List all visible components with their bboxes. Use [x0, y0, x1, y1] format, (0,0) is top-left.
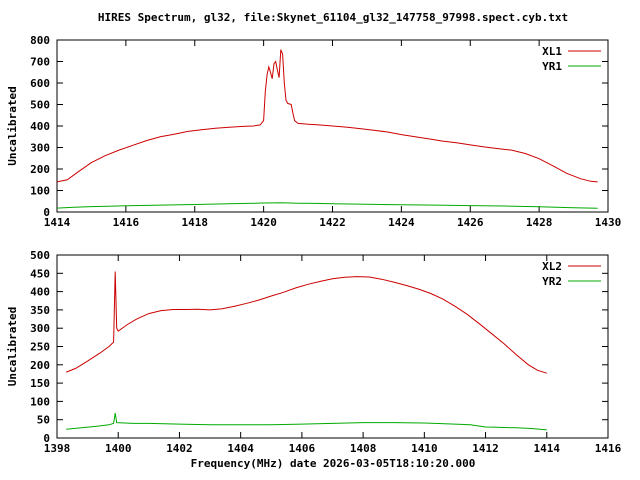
y-tick-label: 300	[30, 322, 50, 335]
x-tick-label: 1416	[113, 216, 140, 229]
y-tick-label: 300	[30, 142, 50, 155]
y-tick-label: 150	[30, 377, 50, 390]
x-tick-label: 1410	[411, 442, 438, 455]
y-tick-label: 200	[30, 359, 50, 372]
x-tick-label: 1426	[457, 216, 484, 229]
y-tick-label: 0	[43, 206, 50, 219]
y-tick-label: 100	[30, 185, 50, 198]
x-tick-label: 1416	[595, 442, 622, 455]
y-tick-label: 450	[30, 267, 50, 280]
x-tick-label: 1420	[250, 216, 277, 229]
y-tick-label: 100	[30, 395, 50, 408]
y-tick-label: 500	[30, 249, 50, 262]
legend-label-YR2: YR2	[542, 275, 562, 288]
series-line-YR1	[56, 202, 598, 209]
y-tick-label: 350	[30, 304, 50, 317]
x-tick-label: 1400	[105, 442, 132, 455]
x-tick-label: 1424	[388, 216, 415, 229]
legend-label-XL1: XL1	[542, 45, 562, 58]
y-tick-label: 700	[30, 56, 50, 69]
y-axis-label: Uncalibrated	[6, 86, 19, 165]
y-tick-label: 400	[30, 120, 50, 133]
y-tick-label: 50	[37, 414, 50, 427]
y-axis-label: Uncalibrated	[6, 307, 19, 386]
y-tick-label: 500	[30, 99, 50, 112]
y-tick-label: 600	[30, 77, 50, 90]
x-tick-label: 1414	[534, 442, 561, 455]
x-tick-label: 1404	[227, 442, 254, 455]
x-tick-label: 1412	[472, 442, 499, 455]
x-axis-label: Frequency(MHz) date 2026-03-05T18:10:20.…	[191, 457, 476, 470]
y-tick-label: 800	[30, 34, 50, 47]
series-line-YR2	[66, 413, 547, 431]
y-tick-label: 200	[30, 163, 50, 176]
x-tick-label: 1418	[182, 216, 209, 229]
plot-border	[56, 254, 609, 439]
y-tick-label: 250	[30, 341, 50, 354]
x-tick-label: 1414	[44, 216, 71, 229]
y-tick-label: 0	[43, 432, 50, 445]
chart-title: HIRES Spectrum, gl32, file:Skynet_61104_…	[98, 11, 568, 24]
series-line-XL2	[66, 271, 547, 374]
x-tick-label: 1428	[526, 216, 553, 229]
x-tick-label: 1398	[44, 442, 71, 455]
series-line-XL1	[56, 49, 598, 183]
legend-label-XL2: XL2	[542, 260, 562, 273]
x-tick-label: 1402	[166, 442, 193, 455]
y-tick-label: 400	[30, 286, 50, 299]
x-tick-label: 1406	[289, 442, 316, 455]
x-tick-label: 1422	[319, 216, 346, 229]
x-tick-label: 1408	[350, 442, 377, 455]
legend-label-YR1: YR1	[542, 60, 562, 73]
x-tick-label: 1430	[595, 216, 622, 229]
